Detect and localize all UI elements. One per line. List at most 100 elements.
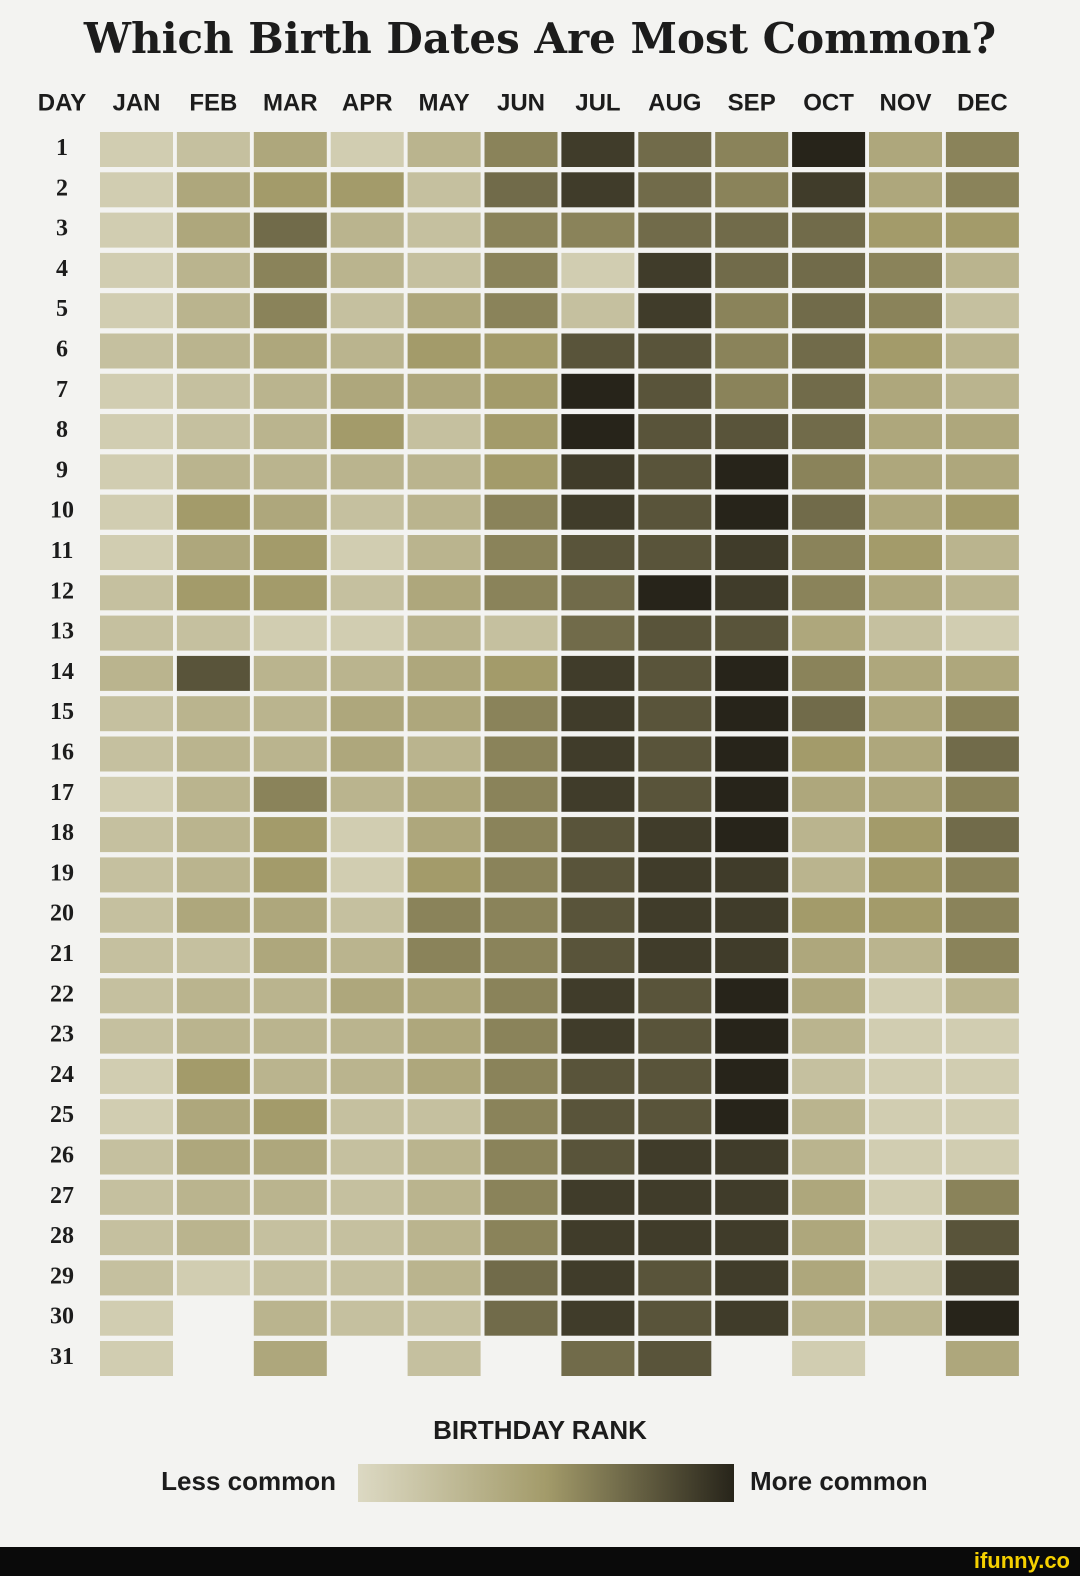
heat-cell	[484, 172, 558, 208]
heat-cell	[638, 938, 712, 973]
heat-cell	[561, 172, 635, 208]
heat-cell	[100, 172, 173, 208]
heat-cell	[561, 293, 635, 329]
heat-cell	[715, 1179, 789, 1215]
heat-cell	[715, 535, 789, 570]
row-label: 31	[50, 1344, 74, 1370]
row-label: 29	[50, 1263, 74, 1289]
heat-cell	[561, 897, 635, 933]
heat-cell	[792, 1179, 866, 1215]
heat-cell	[330, 1179, 404, 1215]
heat-cell	[176, 736, 250, 772]
heat-cell	[100, 736, 173, 772]
heat-cell	[561, 252, 635, 288]
heat-cell	[330, 333, 404, 369]
heat-cell	[792, 655, 866, 691]
heat-cell	[561, 615, 635, 651]
heat-cell	[176, 333, 250, 369]
heat-cell	[561, 535, 635, 570]
heat-cell	[715, 817, 789, 853]
heat-cell	[869, 655, 942, 691]
heat-cell	[100, 978, 173, 1014]
heat-cell	[330, 212, 404, 248]
heat-cell	[561, 414, 635, 450]
heat-cell	[100, 1018, 173, 1054]
heat-cell	[484, 333, 558, 369]
heat-cell	[561, 1139, 635, 1175]
heat-cell	[407, 414, 481, 450]
heat-cell	[638, 1018, 712, 1054]
heat-cell	[792, 575, 866, 611]
row-label: 25	[50, 1102, 74, 1128]
legend-low-label: Less common	[161, 1466, 336, 1496]
heat-cell	[792, 132, 866, 167]
heat-cell	[176, 978, 250, 1014]
row-label: 8	[56, 417, 68, 443]
heat-cell	[176, 1058, 250, 1094]
row-label: 27	[50, 1183, 74, 1209]
heat-cell	[715, 1139, 789, 1175]
heat-cell	[407, 1341, 481, 1376]
heat-cell	[100, 615, 173, 651]
row-label: 1	[56, 135, 68, 161]
heat-cell	[869, 736, 942, 772]
heat-cell	[176, 1099, 250, 1135]
heat-cell	[100, 212, 173, 248]
heat-cell	[100, 696, 173, 732]
heat-cell	[561, 776, 635, 812]
heat-cell	[561, 1300, 635, 1336]
footer-bar	[0, 1547, 1080, 1576]
heat-cell	[945, 736, 1019, 772]
heat-cell	[715, 655, 789, 691]
heat-cell	[945, 172, 1019, 208]
row-label: 16	[50, 740, 74, 766]
heat-cell	[561, 978, 635, 1014]
heat-cell	[100, 897, 173, 933]
heat-cell	[792, 454, 866, 490]
heat-cell	[100, 655, 173, 691]
heat-cell	[792, 1018, 866, 1054]
legend-high-label: More common	[750, 1466, 928, 1496]
heat-cell	[945, 938, 1019, 973]
heat-cell	[484, 978, 558, 1014]
column-label: DEC	[957, 89, 1008, 116]
heat-cell	[484, 373, 558, 409]
heat-cell	[638, 1058, 712, 1094]
heat-cell	[638, 373, 712, 409]
heat-cell	[792, 938, 866, 973]
heat-cell	[638, 978, 712, 1014]
heat-cell	[638, 736, 712, 772]
heat-cell	[561, 1099, 635, 1135]
column-label: FEB	[189, 89, 237, 116]
heat-cell	[330, 857, 404, 893]
heat-cell	[176, 575, 250, 611]
heat-cell	[407, 1179, 481, 1215]
row-label: 4	[56, 256, 68, 282]
heat-cell	[484, 938, 558, 973]
heat-cell	[100, 1139, 173, 1175]
heat-cell	[253, 1058, 327, 1094]
heat-cell	[869, 535, 942, 570]
row-label: 3	[56, 216, 68, 242]
heat-cell	[945, 132, 1019, 167]
heat-cell	[253, 494, 327, 530]
heat-cell	[792, 978, 866, 1014]
heat-cell	[638, 212, 712, 248]
heat-cell	[638, 293, 712, 329]
heat-cell	[715, 696, 789, 732]
heat-cell	[561, 1341, 635, 1376]
column-label: AUG	[648, 89, 701, 116]
heat-cell	[715, 615, 789, 651]
heat-cell	[945, 1139, 1019, 1175]
heat-cell	[715, 132, 789, 167]
heat-cell	[869, 1220, 942, 1256]
heat-cell	[715, 776, 789, 812]
heat-cell	[100, 575, 173, 611]
heat-cell	[176, 1260, 250, 1296]
heat-cell	[484, 252, 558, 288]
heat-cell	[715, 1099, 789, 1135]
heat-cell	[792, 776, 866, 812]
heat-cell	[638, 857, 712, 893]
heat-cell	[792, 1220, 866, 1256]
heat-cell	[407, 575, 481, 611]
